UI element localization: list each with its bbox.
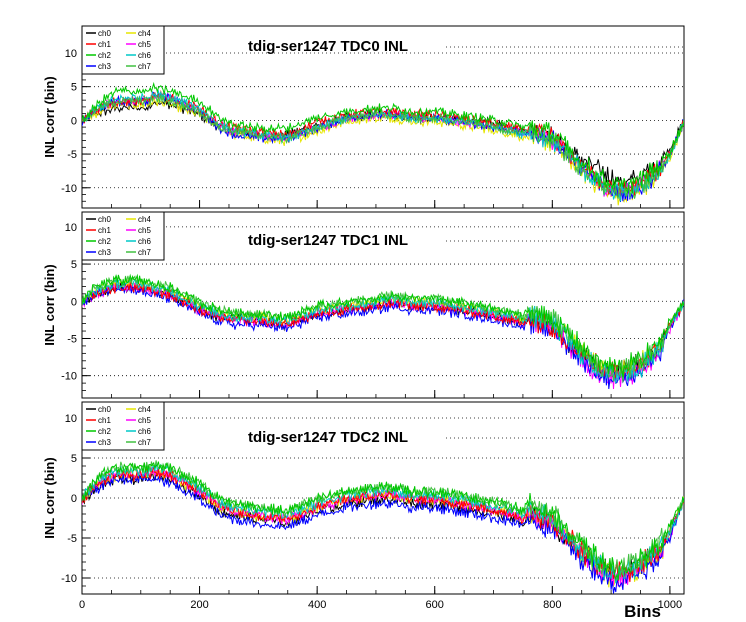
series-line-ch3 [82,473,684,594]
legend-label-ch0: ch0 [98,215,111,224]
legend: ch0 ch1 ch2 ch3 ch4 ch5 ch6 ch7 [81,211,165,261]
series-line-ch2 [82,273,684,378]
y-tick-label: -10 [61,573,77,585]
x-tick-label: 1000 [658,599,682,611]
legend-label-ch1: ch1 [98,416,111,425]
y-tick-label: 10 [65,222,77,234]
legend-label-ch7: ch7 [138,438,151,447]
series-line-ch2 [82,81,684,194]
legend-label-ch6: ch6 [138,237,151,246]
y-tick-label: 10 [65,413,77,425]
y-tick-label: -5 [67,533,77,545]
series-line-ch7 [82,273,684,383]
y-tick-label: -5 [67,149,77,161]
series-line-ch2 [82,461,684,582]
legend-label-ch3: ch3 [98,248,111,257]
chart-panel-tdc0: -10 -5 0 5 10 ch0 ch1 ch2 ch3 ch4 ch5 ch6 ch7 tdig-se… [42,25,685,209]
legend-label-ch1: ch1 [98,40,111,49]
y-tick-label: 0 [71,296,77,308]
y-tick-label: 0 [71,115,77,127]
series-line-ch1 [82,466,684,583]
x-tick-label: 800 [543,599,561,611]
x-axis-label: Bins [624,602,661,621]
legend-label-ch5: ch5 [138,40,151,49]
chart-panel-tdc1: -10 -5 0 5 10 ch0 ch1 ch2 ch3 ch4 ch5 ch6 ch7 tdig-se… [42,211,685,399]
legend-label-ch3: ch3 [98,438,111,447]
y-axis-label: INL corr (bin) [42,457,57,538]
legend-label-ch2: ch2 [98,237,111,246]
y-tick-label: 5 [71,453,77,465]
legend-label-ch6: ch6 [138,51,151,60]
series-group [82,273,684,390]
series-group [82,81,684,206]
y-tick-label: -10 [61,183,77,195]
legend-label-ch0: ch0 [98,29,111,38]
legend-label-ch0: ch0 [98,405,111,414]
y-tick-label: 0 [71,493,77,505]
x-tick-label: 600 [426,599,444,611]
legend-label-ch2: ch2 [98,51,111,60]
legend-label-ch3: ch3 [98,62,111,71]
chart-title: tdig-ser1247 TDC1 INL [248,232,408,249]
y-axis-label: INL corr (bin) [42,76,57,157]
series-group [82,460,684,594]
legend: ch0 ch1 ch2 ch3 ch4 ch5 ch6 ch7 [81,401,165,451]
legend-label-ch5: ch5 [138,416,151,425]
x-tick-label: 400 [308,599,326,611]
x-tick-label: 200 [190,599,208,611]
legend-label-ch5: ch5 [138,226,151,235]
x-tick-label: 0 [79,599,85,611]
y-axis-label: INL corr (bin) [42,264,57,345]
legend: ch0 ch1 ch2 ch3 ch4 ch5 ch6 ch7 [81,25,165,75]
legend-label-ch7: ch7 [138,62,151,71]
y-tick-label: -10 [61,371,77,383]
chart-title: tdig-ser1247 TDC0 INL [248,38,408,55]
series-line-ch7 [82,94,684,199]
chart-title: tdig-ser1247 TDC2 INL [248,429,408,446]
legend-label-ch2: ch2 [98,427,111,436]
legend-label-ch1: ch1 [98,226,111,235]
legend-label-ch6: ch6 [138,427,151,436]
y-tick-label: 5 [71,259,77,271]
legend-label-ch4: ch4 [138,215,151,224]
y-tick-label: 5 [71,82,77,94]
legend-label-ch4: ch4 [138,29,151,38]
y-tick-label: -5 [67,333,77,345]
legend-label-ch7: ch7 [138,248,151,257]
y-tick-label: 10 [65,48,77,60]
legend-label-ch4: ch4 [138,405,151,414]
